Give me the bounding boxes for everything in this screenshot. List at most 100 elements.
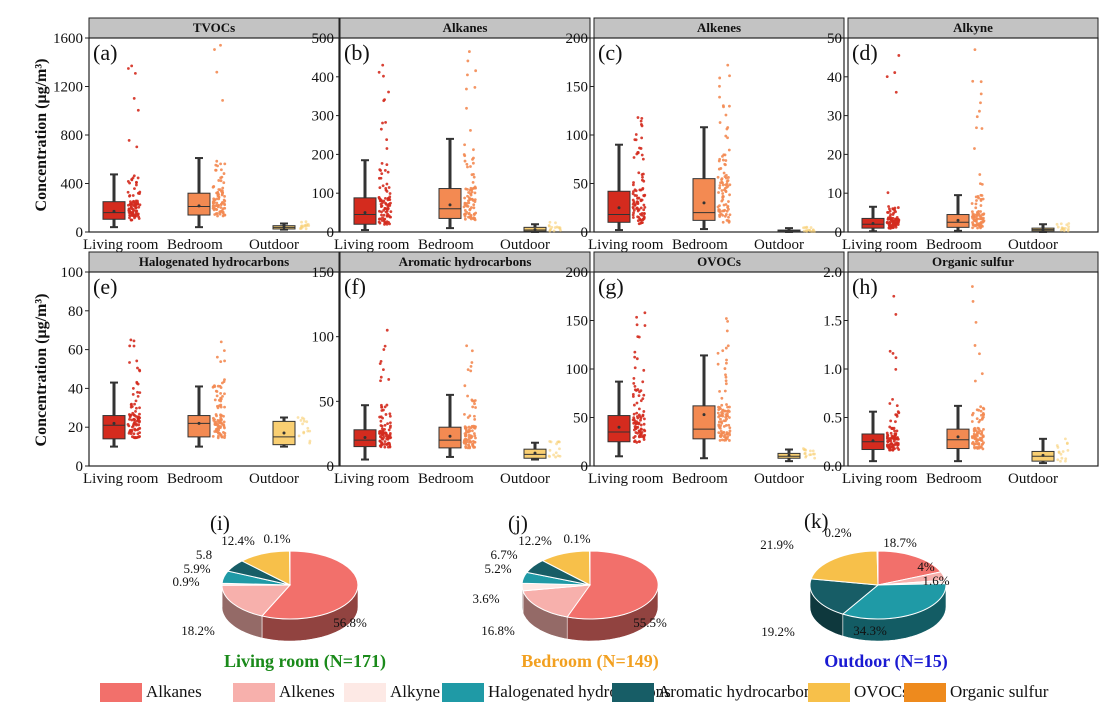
data-point	[974, 224, 978, 228]
data-point	[892, 439, 896, 443]
data-point	[971, 221, 974, 224]
data-point	[218, 212, 222, 216]
data-point	[217, 434, 220, 438]
data-point	[893, 71, 897, 74]
y-tick-label: 0	[835, 225, 843, 241]
data-point	[137, 217, 141, 220]
data-point	[219, 179, 223, 183]
data-point	[978, 109, 981, 113]
legend-label: Organic sulfur	[950, 682, 1049, 701]
data-point	[639, 188, 643, 192]
data-point	[895, 216, 899, 219]
data-point	[463, 217, 467, 221]
data-point	[717, 423, 721, 427]
panel-letter: (b)	[344, 40, 370, 65]
data-point	[385, 163, 389, 167]
mean-marker	[617, 425, 621, 429]
data-point	[136, 428, 139, 432]
data-point	[718, 215, 722, 218]
data-point	[221, 211, 225, 215]
plot-frame	[88, 271, 340, 467]
data-point	[885, 75, 889, 79]
data-point	[981, 197, 985, 201]
data-point	[725, 329, 729, 333]
data-point	[637, 413, 641, 417]
data-point	[970, 202, 974, 205]
data-point	[467, 425, 471, 429]
data-point	[1055, 222, 1059, 226]
data-point	[886, 434, 890, 437]
data-point	[728, 405, 731, 409]
data-point	[379, 419, 383, 423]
plot-frame	[593, 37, 845, 233]
data-point	[130, 178, 134, 182]
data-point	[724, 113, 728, 117]
data-point	[378, 439, 382, 443]
x-label: Living room	[842, 237, 918, 253]
pie-slice	[221, 584, 292, 617]
data-point	[300, 416, 304, 420]
slice-label: 16.8%	[481, 623, 515, 638]
data-point	[127, 431, 131, 435]
data-point	[385, 182, 389, 186]
data-point	[128, 211, 132, 215]
data-point	[377, 70, 381, 74]
data-point	[1067, 222, 1071, 225]
data-point	[642, 438, 646, 441]
panel-title: Aromatic hydrocarbons	[399, 254, 532, 269]
pie-slice	[809, 578, 880, 615]
data-point	[134, 409, 137, 413]
y-tick-label: 150	[566, 80, 589, 96]
y-tick-label: 0.0	[823, 459, 842, 475]
data-point	[469, 369, 473, 373]
data-point	[632, 190, 635, 193]
data-point	[897, 411, 901, 415]
slice-label: 55.5%	[633, 615, 667, 630]
x-label: Living room	[588, 237, 664, 253]
data-point	[974, 320, 978, 324]
data-point	[632, 156, 636, 159]
data-point	[717, 167, 721, 171]
data-point	[382, 408, 385, 412]
data-point	[136, 366, 139, 370]
data-point	[641, 187, 645, 190]
data-point	[304, 227, 308, 231]
data-point	[632, 421, 636, 425]
data-point	[718, 95, 721, 99]
data-point	[978, 418, 982, 422]
data-point	[982, 441, 985, 445]
data-point	[893, 429, 896, 433]
data-point	[128, 361, 131, 364]
data-point	[972, 218, 976, 222]
data-point	[384, 434, 388, 438]
data-point	[308, 439, 312, 443]
data-point	[724, 379, 728, 383]
data-point	[384, 121, 387, 124]
data-point	[636, 151, 640, 155]
data-point	[635, 206, 639, 210]
data-point	[632, 381, 636, 385]
data-point	[888, 207, 891, 211]
data-point	[554, 451, 558, 455]
x-label: Living room	[842, 471, 918, 487]
data-point	[466, 394, 469, 398]
y-tick-label: 100	[566, 128, 589, 144]
data-point	[136, 108, 140, 112]
data-point	[889, 448, 892, 452]
data-point	[219, 43, 222, 47]
slice-label: 56.8%	[333, 615, 367, 630]
data-point	[214, 168, 217, 172]
x-label: Outdoor	[500, 471, 550, 487]
data-point	[632, 412, 636, 416]
data-point	[727, 148, 731, 152]
data-point	[470, 435, 474, 439]
data-point	[1066, 448, 1070, 452]
data-point	[462, 205, 466, 209]
data-point	[888, 402, 892, 405]
data-point	[219, 413, 222, 417]
data-point	[388, 414, 392, 418]
data-point	[211, 434, 215, 438]
data-point	[131, 210, 135, 214]
